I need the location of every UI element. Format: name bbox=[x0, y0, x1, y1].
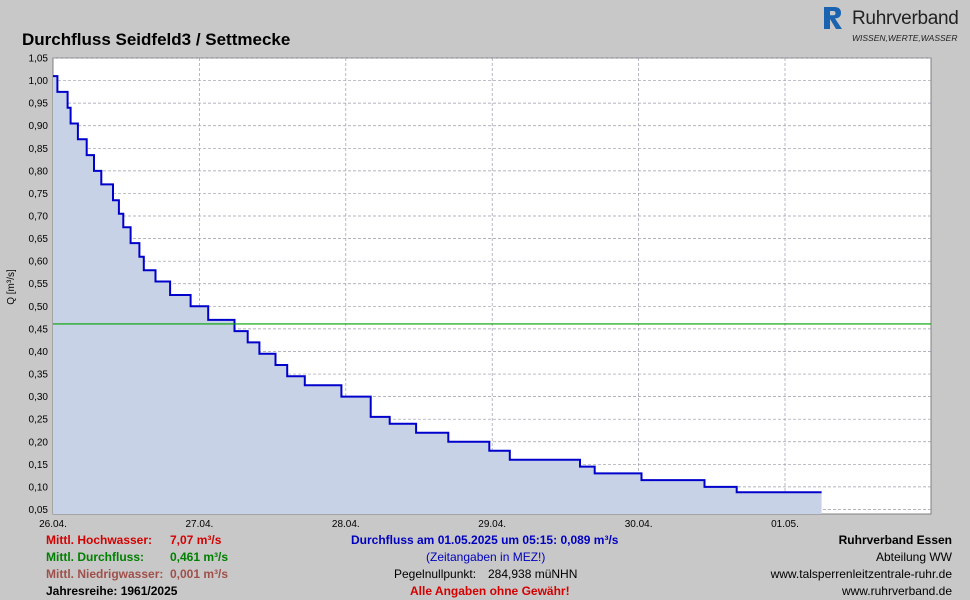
disclaimer: Alle Angaben ohne Gewähr! bbox=[410, 584, 570, 598]
y-tick-label: 0,50 bbox=[29, 302, 49, 313]
durchfluss-value: 0,461 m³/s bbox=[170, 550, 229, 564]
y-tick-label: 0,40 bbox=[29, 347, 49, 358]
y-tick-label: 0,55 bbox=[29, 279, 49, 290]
y-tick-label: 0,65 bbox=[29, 234, 49, 245]
x-tick-label: 27.04. bbox=[185, 519, 213, 530]
dept-name: Abteilung WW bbox=[875, 550, 952, 564]
y-tick-label: 0,20 bbox=[29, 437, 49, 448]
durchfluss-label: Mittl. Durchfluss: bbox=[46, 550, 144, 564]
y-tick-label: 1,05 bbox=[29, 54, 49, 65]
y-tick-label: 0,60 bbox=[29, 257, 49, 268]
y-tick-label: 0,45 bbox=[29, 324, 49, 335]
url-ruhrverband[interactable]: www.ruhrverband.de bbox=[841, 584, 952, 598]
org-name: Ruhrverband Essen bbox=[838, 533, 952, 547]
niedrigwasser-value: 0,001 m³/s bbox=[170, 567, 229, 581]
logo-tagline: WISSEN,WERTE,WASSER bbox=[852, 33, 958, 43]
ruhrverband-logo: Ruhrverband WISSEN,WERTE,WASSER bbox=[822, 6, 962, 46]
y-tick-label: 0,85 bbox=[29, 144, 49, 155]
y-tick-label: 0,15 bbox=[29, 460, 49, 471]
y-tick-label: 0,10 bbox=[29, 482, 49, 493]
y-tick-label: 0,80 bbox=[29, 166, 49, 177]
y-tick-label: 0,30 bbox=[29, 392, 49, 403]
y-tick-label: 0,95 bbox=[29, 99, 49, 110]
x-axis-ticks: 26.04. 27.04. 28.04. 29.04. 30.04. 01.05. bbox=[39, 519, 799, 530]
discharge-fill bbox=[53, 76, 822, 514]
x-tick-label: 28.04. bbox=[332, 519, 360, 530]
y-tick-label: 0,70 bbox=[29, 212, 49, 223]
hochwasser-value: 7,07 m³/s bbox=[170, 533, 222, 547]
y-tick-label: 0,90 bbox=[29, 121, 49, 132]
niedrigwasser-label: Mittl. Niedrigwasser: bbox=[46, 567, 164, 581]
pegel-value: 284,938 müNHN bbox=[488, 567, 578, 581]
jahresreihe: Jahresreihe: 1961/2025 bbox=[46, 584, 178, 598]
current-discharge: Durchfluss am 01.05.2025 um 05:15: 0,089… bbox=[351, 533, 619, 547]
discharge-area bbox=[53, 75, 822, 514]
logo-brand: Ruhrverband bbox=[852, 8, 959, 29]
y-tick-label: 0,35 bbox=[29, 370, 49, 381]
pegel-label: Pegelnullpunkt: bbox=[394, 567, 477, 581]
hochwasser-label: Mittl. Hochwasser: bbox=[46, 533, 153, 547]
x-tick-label: 30.04. bbox=[625, 519, 653, 530]
y-tick-label: 0,75 bbox=[29, 189, 49, 200]
x-tick-label: 29.04. bbox=[478, 519, 506, 530]
ruhrverband-logo-icon bbox=[824, 7, 842, 29]
chart-title: Durchfluss Seidfeld3 / Settmecke bbox=[22, 30, 291, 49]
x-tick-label: 01.05. bbox=[771, 519, 799, 530]
y-tick-label: 0,05 bbox=[29, 505, 49, 516]
y-tick-label: 0,25 bbox=[29, 415, 49, 426]
y-axis-ticks: 0,05 0,10 0,15 0,20 0,25 0,30 0,35 0,40 0,45 0,50… bbox=[29, 54, 49, 516]
timezone-note: (Zeitangaben in MEZ!) bbox=[426, 550, 546, 564]
x-tick-label: 26.04. bbox=[39, 519, 67, 530]
discharge-line bbox=[53, 75, 822, 494]
y-tick-label: 1,00 bbox=[29, 76, 49, 87]
y-axis-label: Q [m³/s] bbox=[6, 269, 17, 305]
url-talsperren[interactable]: www.talsperrenleitzentrale-ruhr.de bbox=[770, 567, 952, 581]
